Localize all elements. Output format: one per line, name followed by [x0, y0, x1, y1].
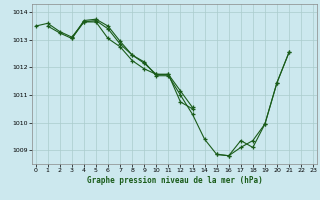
X-axis label: Graphe pression niveau de la mer (hPa): Graphe pression niveau de la mer (hPa) — [86, 176, 262, 185]
